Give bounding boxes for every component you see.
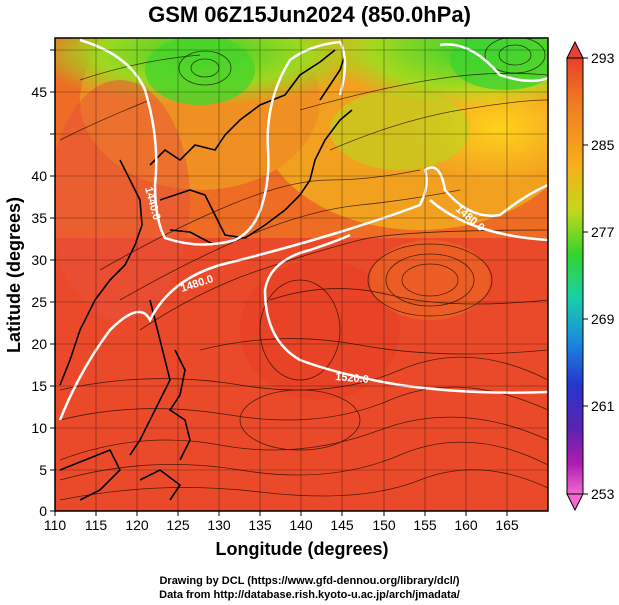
x-tick-label: 115 [85,517,108,533]
credit-data: Data from http://database.rish.kyoto-u.a… [159,589,460,601]
map-title: GSM 06Z15Jun2024 (850.0hPa) [148,2,471,27]
y-tick-label: 40 [31,168,47,184]
temperature-field [55,38,548,511]
grid-lines [55,38,548,511]
contour-1440 [79,38,347,246]
colorbar-label: 277 [591,224,615,240]
coastlines [59,49,353,501]
colorbar-label: 261 [591,398,615,414]
y-tick-label: 10 [31,420,47,436]
y-tick-marks [50,49,55,512]
y-tick-label: 45 [31,84,47,100]
x-tick-labels: 110 115 120 125 130 135 140 145 150 155 … [44,517,519,533]
x-tick-label: 120 [125,517,149,533]
credit-drawing: Drawing by DCL (https://www.gfd-dennou.o… [159,575,460,587]
y-tick-label: 35 [31,210,47,226]
x-axis-title: Longitude (degrees) [215,539,388,559]
colorbar-label: 269 [591,311,615,327]
colorbar-label: 253 [591,486,615,502]
x-tick-label: 150 [372,517,396,533]
x-tick-label: 140 [289,517,313,533]
y-tick-label: 30 [31,252,47,268]
y-tick-label: 0 [39,503,47,519]
y-axis-title: Latitude (degrees) [4,197,24,353]
x-tick-label: 125 [166,517,190,533]
contour-1480 [58,166,548,421]
x-tick-label: 165 [495,517,519,533]
y-tick-label: 25 [31,294,47,310]
x-tick-label: 145 [330,517,354,533]
colorbar-label: 285 [591,137,615,153]
colorbar: 293 285 277 269 261 253 [566,40,615,512]
streamlines [59,38,548,501]
x-tick-label: 130 [207,517,231,533]
y-tick-label: 20 [31,336,47,352]
x-tick-marks [54,511,508,516]
x-tick-label: 110 [44,517,67,533]
contour-label-1520: 1520.0 [335,371,370,386]
y-tick-label: 5 [39,462,47,478]
x-tick-label: 135 [248,517,272,533]
y-tick-labels: 0 5 10 15 20 25 30 35 40 45 [31,84,47,519]
x-tick-label: 160 [454,517,478,533]
colorbar-label: 293 [591,50,615,66]
y-tick-label: 15 [31,378,47,394]
x-tick-label: 155 [413,517,437,533]
